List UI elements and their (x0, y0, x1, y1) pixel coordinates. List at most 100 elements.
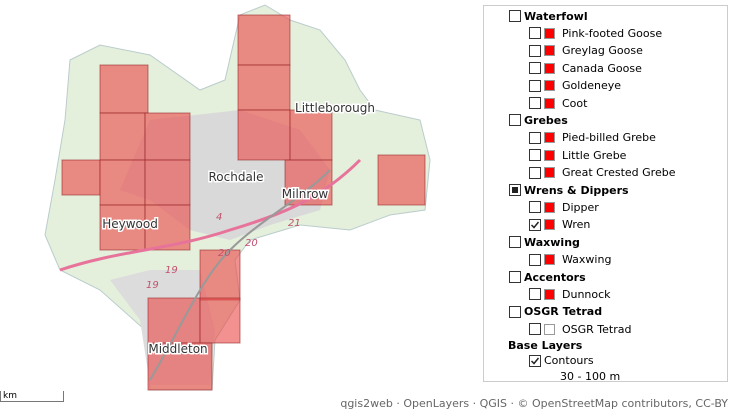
layer-row: OSGR Tetrad (509, 304, 602, 320)
checkbox[interactable] (529, 44, 541, 57)
legend-swatch (544, 97, 555, 109)
checkbox[interactable] (529, 27, 541, 40)
check-mark (530, 357, 540, 365)
group-name: Waxwing (524, 235, 580, 249)
layer-name: Contours (544, 354, 594, 368)
checkbox-frame (529, 97, 541, 109)
legend-swatch (544, 80, 555, 92)
layer-name: Dipper (562, 200, 599, 214)
tetrad (237, 109, 291, 161)
legend-swatch (544, 323, 555, 335)
place-label: Middleton (148, 342, 207, 356)
layer-row: Waxwing (529, 252, 611, 268)
layer-name: Little Grebe (562, 148, 627, 162)
checkbox[interactable] (529, 62, 541, 75)
layer-row: Contours (529, 353, 594, 369)
checkbox[interactable] (509, 271, 521, 283)
road-label: 19 (146, 280, 159, 291)
road-label: 20 (245, 238, 258, 249)
checkbox[interactable] (529, 97, 541, 109)
checkbox[interactable] (529, 79, 541, 92)
tetrad (199, 297, 241, 344)
layer-row: Great Crested Grebe (529, 165, 675, 181)
layer-row: Little Grebe (529, 147, 626, 163)
motorway (59, 158, 362, 272)
group-name: Accentors (524, 270, 586, 284)
group-name: Grebes (524, 113, 568, 127)
layer-name: OSGR Tetrad (562, 322, 632, 336)
legend-swatch (544, 62, 555, 74)
checkbox[interactable] (509, 236, 521, 249)
checkbox-frame (529, 79, 541, 92)
layer-row: Canada Goose (529, 60, 642, 76)
checkbox-frame (529, 62, 541, 75)
group-name: Wrens & Dippers (524, 183, 629, 197)
layer-row: Pied-billed Grebe (529, 130, 656, 146)
tetrad (284, 159, 333, 206)
place-label: Littleborough (295, 101, 375, 115)
map[interactable]: Littleborough Rochdale Milnrow Heywood Middl… (0, 0, 480, 410)
layer-row: Goldeneye (529, 78, 621, 94)
layer-name: Wren (562, 218, 591, 232)
checkbox[interactable] (529, 149, 541, 162)
checkbox-frame (529, 218, 541, 231)
checkbox[interactable] (529, 218, 541, 231)
tetrad (377, 154, 426, 206)
checkbox-frame (529, 354, 541, 367)
legend-swatch (544, 132, 555, 144)
checkbox-frame (529, 27, 541, 40)
checkbox[interactable] (509, 10, 521, 22)
road-label: 21 (288, 218, 301, 229)
checkbox-frame (509, 10, 521, 22)
checkbox-frame (529, 253, 541, 266)
layer-row: OSGR Tetrad (529, 321, 631, 337)
checkbox-frame (529, 166, 541, 179)
group-name: Base Layers (508, 339, 583, 353)
checkbox[interactable] (529, 253, 541, 266)
checkbox[interactable] (529, 354, 541, 367)
checkbox[interactable] (509, 184, 521, 196)
legend-swatch (544, 167, 555, 179)
scale-bar: km (0, 391, 64, 402)
tetrad (237, 14, 291, 66)
checkbox-frame (529, 201, 541, 214)
layer-row: Dunnock (529, 286, 611, 302)
checkbox[interactable] (509, 114, 521, 127)
checkbox[interactable] (529, 288, 541, 301)
check-mark (530, 221, 540, 229)
place-label: Milnrow (282, 187, 329, 201)
layer-name: Goldeneye (562, 79, 622, 93)
layer-row: Waterfowl (509, 8, 588, 24)
legend-swatch (544, 254, 555, 266)
layer-row: Grebes (509, 112, 568, 128)
layer-name: Dunnock (562, 287, 611, 301)
checkbox-frame (529, 288, 541, 301)
checkbox-frame (509, 305, 521, 318)
checkbox[interactable] (529, 166, 541, 179)
layer-row: 30 - 100 m (557, 369, 620, 385)
layer-row: Pink-footed Goose (529, 25, 662, 41)
layer-row: Greylag Goose (529, 43, 643, 59)
checkbox[interactable] (529, 323, 541, 336)
tetrad (61, 159, 101, 196)
partial-mark (512, 187, 518, 193)
layer-row: Dipper (529, 199, 599, 215)
legend-swatch (544, 27, 555, 39)
checkbox[interactable] (509, 305, 521, 318)
checkbox[interactable] (529, 131, 541, 144)
layer-name: Coot (562, 96, 588, 110)
tetrad (144, 112, 191, 161)
place-label: Heywood (102, 217, 158, 231)
checkbox-frame (509, 271, 521, 283)
layer-row: Coot (529, 95, 587, 111)
checkbox-frame (529, 44, 541, 57)
legend-swatch (544, 149, 555, 161)
tetrad (144, 159, 191, 206)
checkbox[interactable] (529, 201, 541, 214)
layer-name: Canada Goose (562, 61, 642, 75)
attribution: qgis2web · OpenLayers · QGIS · © OpenStr… (338, 397, 730, 410)
layer-name: Pink-footed Goose (562, 26, 663, 40)
layer-row: Waxwing (509, 234, 580, 250)
layer-row: Wrens & Dippers (509, 182, 629, 198)
